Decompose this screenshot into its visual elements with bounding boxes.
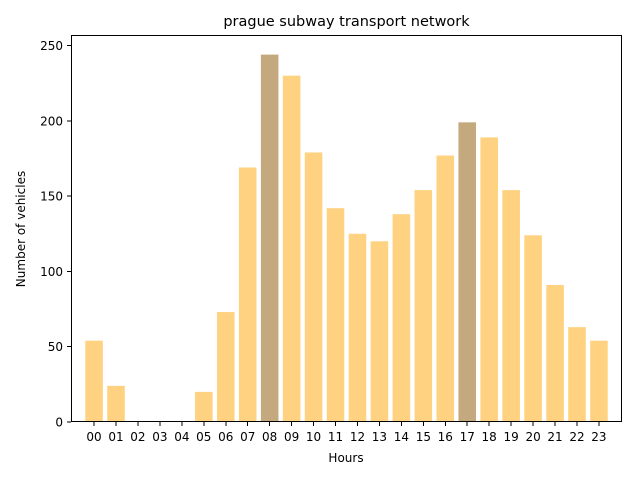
x-tick-label-02: 02 xyxy=(130,430,145,444)
bar-19 xyxy=(502,190,520,422)
x-tick-label-12: 12 xyxy=(350,430,365,444)
x-tick-label-03: 03 xyxy=(152,430,167,444)
bar-23 xyxy=(590,340,608,422)
bar-08 xyxy=(260,54,279,422)
x-tick-label-23: 23 xyxy=(591,430,606,444)
x-tick-label-04: 04 xyxy=(174,430,189,444)
x-tick-label-17: 17 xyxy=(460,430,475,444)
x-tick-label-10: 10 xyxy=(306,430,321,444)
x-tick-label-21: 21 xyxy=(547,430,562,444)
chart-title: prague subway transport network xyxy=(223,14,470,30)
y-tick-label-150: 150 xyxy=(40,190,63,204)
y-tick-label-250: 250 xyxy=(40,39,63,53)
y-tick-label-100: 100 xyxy=(40,265,63,279)
x-tick-label-01: 01 xyxy=(108,430,123,444)
bar-06 xyxy=(216,312,235,422)
y-tick-label-50: 50 xyxy=(48,340,63,354)
bar-22 xyxy=(568,327,586,422)
bar-09 xyxy=(282,75,301,422)
bar-14 xyxy=(392,214,411,422)
bar-05 xyxy=(195,391,213,422)
y-axis-label: Number of vehicles xyxy=(14,171,28,287)
bar-01 xyxy=(107,385,125,422)
bar-07 xyxy=(238,167,257,422)
bar-20 xyxy=(524,235,542,422)
x-tick-label-18: 18 xyxy=(482,430,497,444)
x-tick-label-00: 00 xyxy=(86,430,101,444)
y-tick-label-200: 200 xyxy=(40,114,63,128)
y-tick-label-0: 0 xyxy=(55,416,63,430)
x-tick-label-09: 09 xyxy=(284,430,299,444)
y-axis-ticks: 0 50 100 150 200 250 xyxy=(40,39,71,430)
x-tick-label-08: 08 xyxy=(262,430,277,444)
bar-15 xyxy=(414,190,433,422)
bar-16 xyxy=(436,155,455,422)
x-tick-label-14: 14 xyxy=(394,430,409,444)
bar-10 xyxy=(304,152,323,422)
x-axis-label: Hours xyxy=(328,451,363,465)
x-tick-label-06: 06 xyxy=(218,430,233,444)
bar-13 xyxy=(370,241,389,422)
x-tick-label-22: 22 xyxy=(569,430,584,444)
x-tick-label-13: 13 xyxy=(372,430,387,444)
bar-00 xyxy=(85,340,103,422)
bar-18 xyxy=(480,137,498,422)
bar-11 xyxy=(326,208,345,422)
x-axis-ticks: 00 01 02 03 04 05 06 07 08 09 10 11 12 13 14 15 16 17 18 19… xyxy=(86,422,607,444)
x-tick-label-15: 15 xyxy=(416,430,431,444)
x-tick-label-07: 07 xyxy=(240,430,255,444)
bar-12 xyxy=(348,233,367,422)
x-tick-label-11: 11 xyxy=(328,430,343,444)
x-tick-label-19: 19 xyxy=(503,430,518,444)
x-tick-label-05: 05 xyxy=(196,430,211,444)
bar-17 xyxy=(458,122,477,422)
bar-21 xyxy=(546,284,564,422)
bars-group xyxy=(85,54,608,422)
x-tick-label-16: 16 xyxy=(438,430,453,444)
x-tick-label-20: 20 xyxy=(525,430,540,444)
